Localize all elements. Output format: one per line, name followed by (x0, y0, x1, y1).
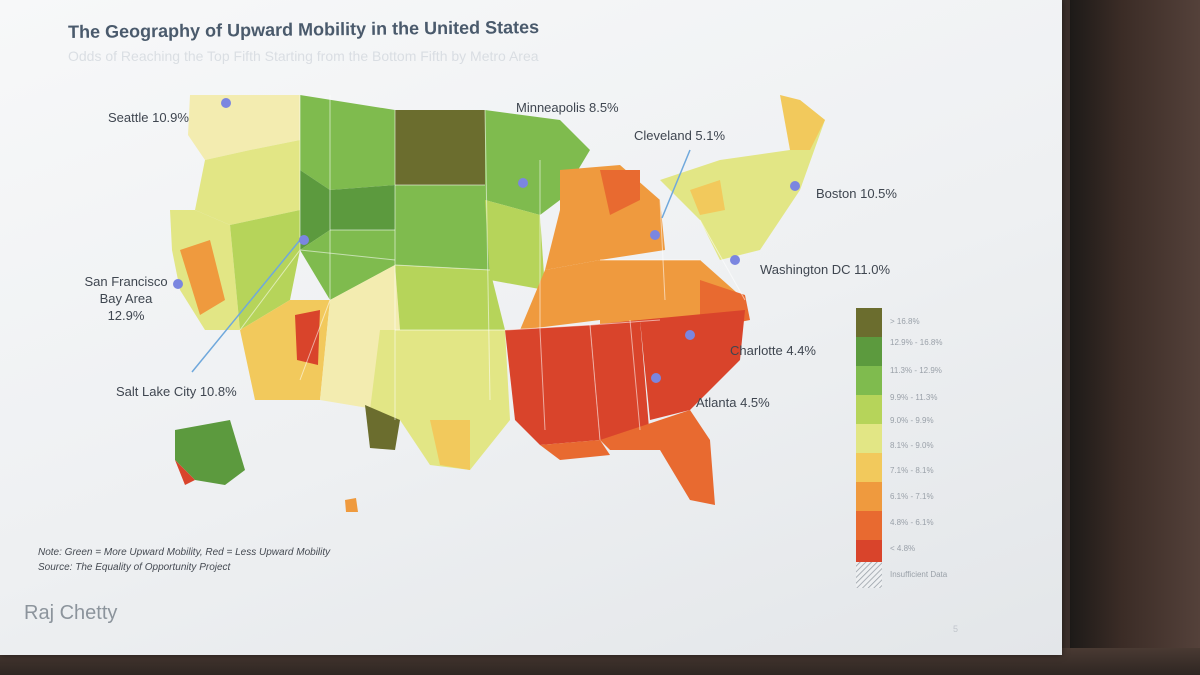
map-region (590, 320, 650, 440)
legend-swatch (856, 482, 882, 511)
map-region (660, 100, 825, 260)
city-marker (173, 279, 183, 289)
label-sf-line-1: San Francisco (84, 274, 168, 289)
legend-label: 11.3% - 12.9% (890, 366, 942, 375)
map-region (600, 410, 715, 505)
label-sf-line-2: Bay Area (99, 291, 153, 306)
map-region (640, 310, 745, 420)
legend-swatch (856, 366, 882, 395)
map-region (395, 185, 490, 270)
legend-label: 4.8% - 6.1% (890, 518, 934, 527)
map-region (780, 95, 825, 150)
label-charlotte: Charlotte 4.4% (730, 343, 816, 358)
pointer-line (661, 149, 691, 219)
city-marker (730, 255, 740, 265)
city-markers (173, 98, 800, 383)
legend-swatch (856, 308, 882, 337)
legend-insufficient-label: Insufficient Data (890, 570, 948, 579)
map-region (345, 498, 358, 512)
map-region (365, 405, 400, 450)
label-san-francisco: San Francisco Bay Area 12.9% (76, 273, 176, 324)
city-marker (651, 373, 661, 383)
legend-label: < 4.8% (890, 544, 916, 553)
legend-swatch (856, 337, 882, 366)
label-salt-lake-city: Salt Lake City 10.8% (116, 384, 237, 399)
state-borders (239, 95, 746, 441)
map-region (395, 265, 505, 330)
map-region (295, 310, 320, 365)
map-region (430, 420, 470, 470)
map-region (370, 330, 510, 470)
city-marker (518, 178, 528, 188)
slide-subtitle: Odds of Reaching the Top Fifth Starting … (68, 48, 539, 64)
legend-label: 9.0% - 9.9% (890, 416, 934, 425)
map-region (540, 440, 610, 460)
map-regions (170, 95, 825, 512)
author-name: Raj Chetty (24, 602, 118, 624)
city-marker (790, 181, 800, 191)
source-text: Source: The Equality of Opportunity Proj… (38, 562, 231, 573)
projected-slide: The Geography of Upward Mobility in the … (0, 0, 1062, 655)
map-region (505, 325, 600, 445)
legend-swatch (856, 511, 882, 540)
label-cleveland: Cleveland 5.1% (634, 128, 726, 143)
note-text: Note: Green = More Upward Mobility, Red … (38, 547, 331, 558)
legend-label: 9.9% - 11.3% (890, 393, 938, 402)
city-marker (221, 98, 231, 108)
legend-label: 8.1% - 9.0% (890, 441, 934, 450)
map-region (175, 460, 195, 485)
legend-swatch (856, 424, 882, 453)
map-region (230, 210, 300, 330)
pointer-line (191, 239, 301, 373)
city-marker (299, 235, 309, 245)
legend-label: 6.1% - 7.1% (890, 492, 934, 501)
map-region (300, 95, 395, 190)
label-seattle: Seattle 10.9% (108, 110, 189, 125)
legend-label: 12.9% - 16.8% (890, 338, 943, 347)
page-number: 5 (953, 624, 959, 634)
legend-insufficient-swatch (856, 560, 882, 588)
legend-swatch (856, 453, 882, 482)
room-background (1070, 0, 1200, 675)
legend-label: > 16.8% (890, 317, 920, 326)
label-washington-dc: Washington DC 11.0% (760, 262, 891, 277)
city-marker (650, 230, 660, 240)
map-region (175, 420, 245, 485)
legend-swatch (856, 395, 882, 424)
legend-swatch (856, 540, 882, 562)
legend-label: 7.1% - 8.1% (890, 466, 934, 475)
pointer-lines (191, 149, 691, 373)
map-region (195, 140, 300, 225)
slide-notes: Note: Green = More Upward Mobility, Red … (38, 545, 330, 575)
label-sf-line-3: 12.9% (107, 308, 145, 323)
map-region (188, 95, 300, 160)
city-marker (685, 330, 695, 340)
map-region (300, 230, 395, 300)
label-minneapolis: Minneapolis 8.5% (516, 100, 619, 115)
label-atlanta: Atlanta 4.5% (696, 395, 770, 410)
map-region (180, 240, 225, 315)
map-region (395, 110, 485, 185)
map-region (600, 170, 640, 215)
us-mobility-map (170, 95, 825, 512)
map-region (690, 180, 725, 215)
map-region (485, 200, 545, 290)
label-boston: Boston 10.5% (816, 186, 897, 201)
